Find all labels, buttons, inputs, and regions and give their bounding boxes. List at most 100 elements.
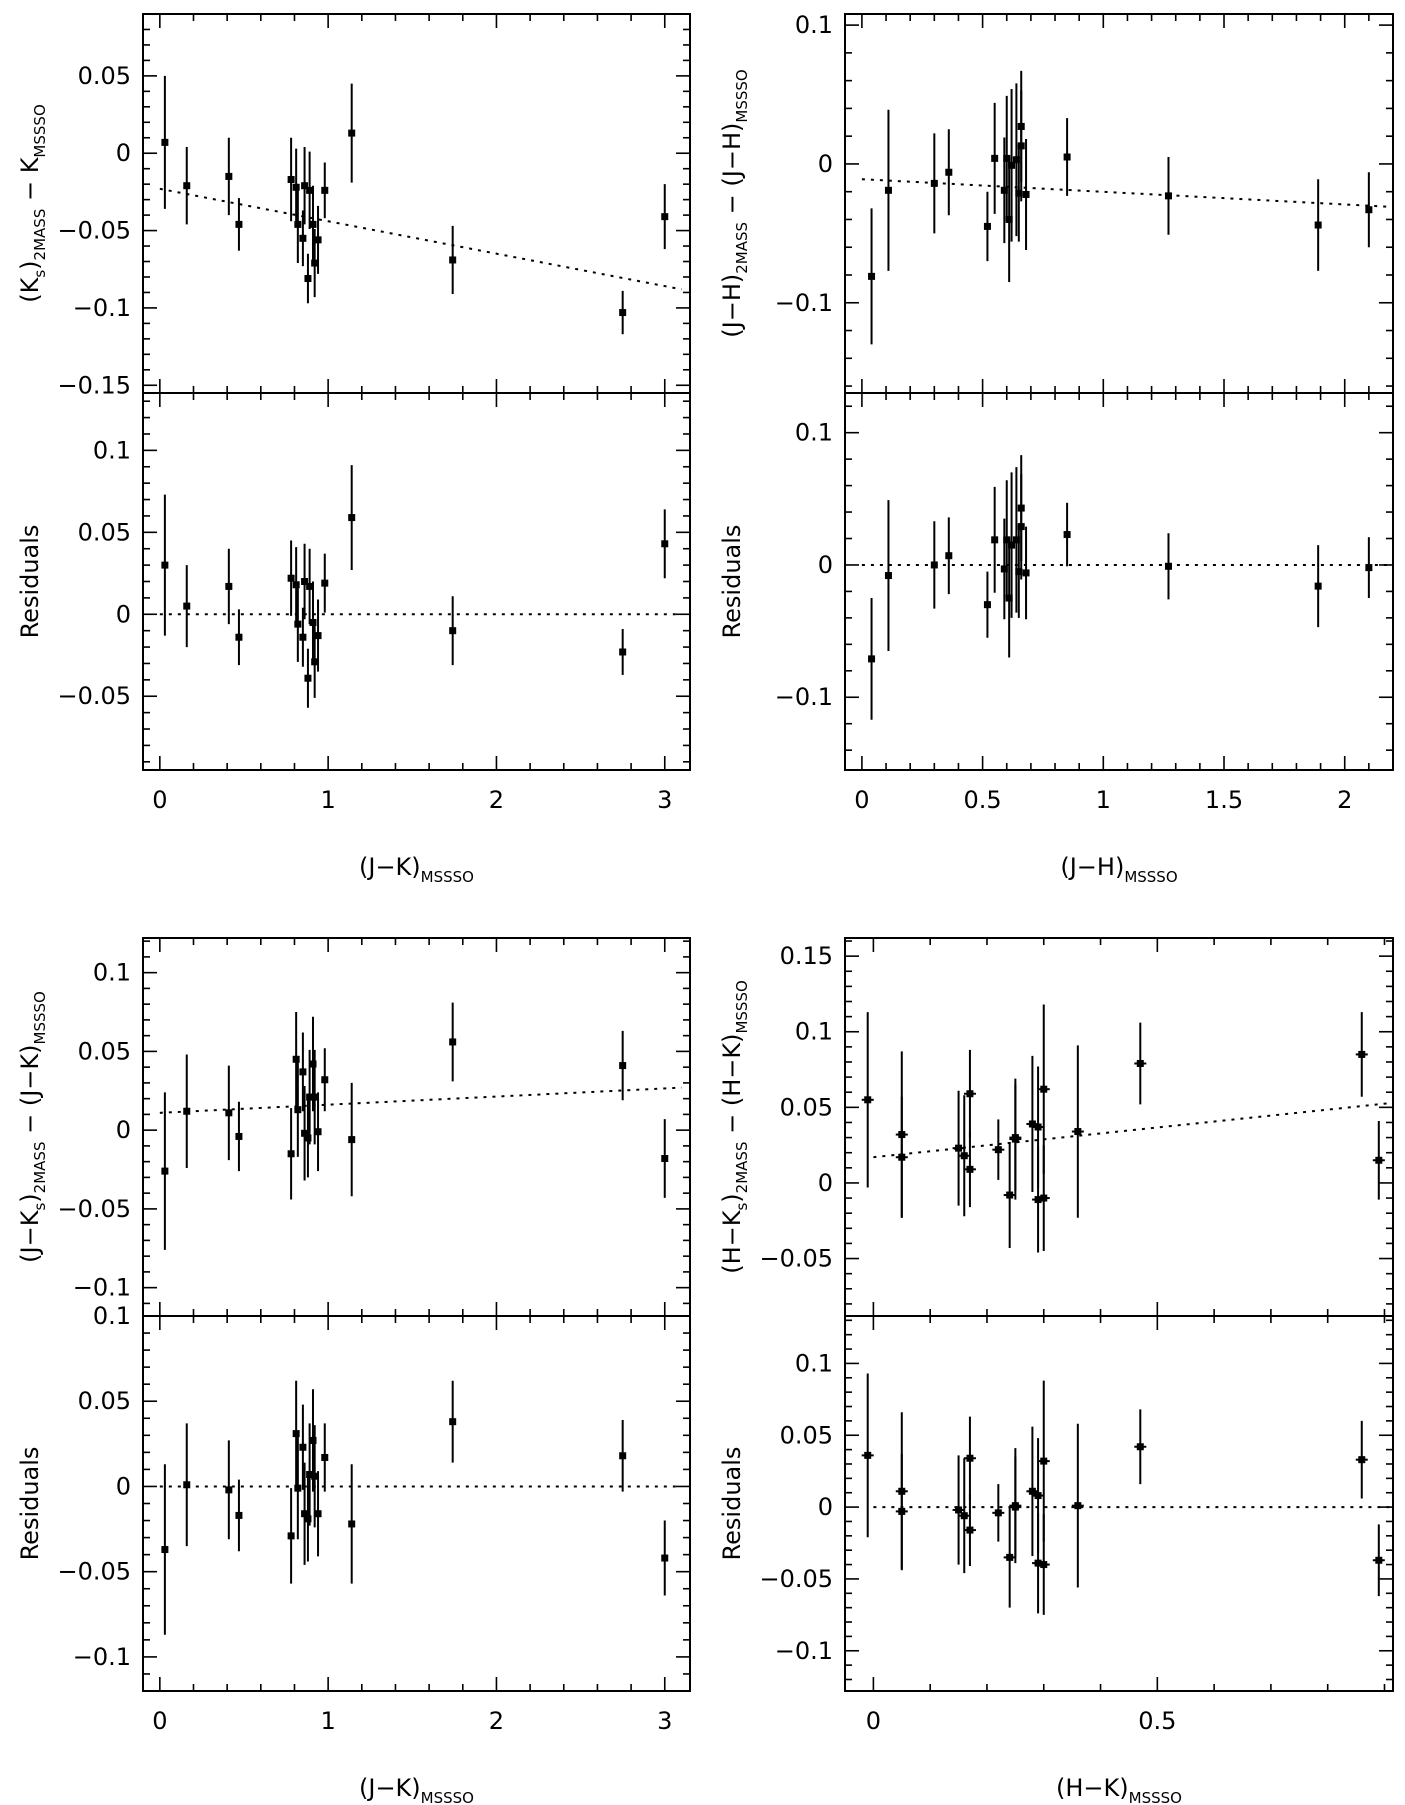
y-tick-label: 0.1 [795, 1018, 833, 1046]
panel-bl-bot: −0.1 −0.05 0 0.05 0.1 0 1 2 3 Residuals (J−K)MSSSO [16, 1302, 691, 1805]
x-tick-label: 0.5 [1138, 1707, 1176, 1735]
data-point [1034, 1492, 1042, 1500]
data-point [1074, 1128, 1082, 1136]
data-point [299, 1443, 307, 1451]
data-point [1034, 1196, 1042, 1204]
data-point [348, 129, 356, 137]
data-point [1164, 562, 1172, 570]
data-point [884, 572, 892, 580]
x-tick-label: 0 [152, 786, 167, 814]
data-point [884, 186, 892, 194]
y-axis-label: (J−Ks)2MASS − (J−K)MSSSO [16, 991, 49, 1263]
data-point [1040, 1457, 1048, 1465]
data-point [1358, 1050, 1366, 1058]
data-point [287, 1150, 295, 1158]
data-point [1015, 189, 1023, 197]
data-point [1022, 190, 1030, 198]
data-point [1000, 186, 1008, 194]
x-tick-label: 1.5 [1205, 786, 1243, 814]
data-point [306, 582, 314, 590]
data-point [960, 1512, 968, 1520]
data-point [955, 1144, 963, 1152]
data-point [301, 1129, 309, 1137]
data-point [994, 1509, 1002, 1517]
y-tick-label: 0 [818, 1493, 833, 1521]
data-point [183, 602, 191, 610]
x-tick-label: 0 [152, 1707, 167, 1735]
data-point [1011, 1134, 1019, 1142]
data-point [983, 222, 991, 230]
data-point [960, 1152, 968, 1160]
data-point [183, 1481, 191, 1489]
panel-tl-top: −0.15 −0.1 −0.05 0 0.05 (Ks)2MASS − KMSSSO [16, 13, 691, 399]
data-point [619, 648, 627, 656]
data-point [311, 658, 319, 666]
data-point [1003, 536, 1011, 544]
data-point [235, 633, 243, 641]
data-point [868, 655, 876, 663]
data-point [449, 1038, 457, 1046]
data-point [1022, 569, 1030, 577]
y-tick-label: −0.05 [57, 1195, 131, 1223]
y-tick-label: −0.1 [775, 289, 833, 317]
data-point [161, 1167, 169, 1175]
data-point [1006, 1553, 1014, 1561]
x-axis-label: (J−K)MSSSO [359, 853, 474, 886]
data-point [294, 220, 302, 228]
plot-frame [142, 1315, 691, 1692]
data-point [898, 1507, 906, 1515]
data-point [1017, 142, 1025, 150]
data-point [1314, 582, 1322, 590]
data-point [304, 1515, 312, 1523]
y-tick-label: 0.1 [795, 419, 833, 447]
data-point [1063, 531, 1071, 539]
data-point [1358, 1456, 1366, 1464]
y-tick-label: 0.05 [780, 1093, 833, 1121]
y-tick-label: 0.05 [78, 62, 131, 90]
y-tick-label: 0 [116, 139, 131, 167]
data-point [292, 1430, 300, 1438]
data-point [314, 1510, 322, 1518]
data-point [1005, 594, 1013, 602]
data-point [299, 234, 307, 242]
y-tick-label: 0.05 [780, 1421, 833, 1449]
y-tick-label: −0.1 [73, 294, 131, 322]
data-point [311, 1472, 319, 1480]
data-point [1034, 1123, 1042, 1131]
data-point [1003, 154, 1011, 162]
x-tick-label: 0 [866, 1707, 881, 1735]
data-point [864, 1451, 872, 1459]
data-point [309, 1060, 317, 1068]
data-point [619, 309, 627, 317]
y-tick-label: 0.1 [93, 1302, 131, 1330]
data-point [225, 1486, 233, 1494]
data-point [292, 581, 300, 589]
data-point [306, 1471, 314, 1479]
data-point [619, 1452, 627, 1460]
data-point [1012, 536, 1020, 544]
data-point [1011, 1503, 1019, 1511]
data-point [292, 183, 300, 191]
data-point [945, 168, 953, 176]
y-tick-label: −0.05 [57, 217, 131, 245]
data-point [1136, 1059, 1144, 1067]
y-tick-label: 0.1 [795, 11, 833, 39]
y-axis-label: (H−Ks)2MASS − (H−K)MSSSO [718, 980, 751, 1274]
data-point [1040, 1085, 1048, 1093]
y-tick-label: −0.15 [57, 371, 131, 399]
y-tick-label: −0.1 [73, 1274, 131, 1302]
panel-tr-bot: −0.1 0 0.1 0 0.5 1 1.5 2 Residuals (J−H)MSSSO [718, 392, 1394, 886]
data-point [1028, 1487, 1036, 1495]
data-point [898, 1153, 906, 1161]
data-point [1040, 1561, 1048, 1569]
plot-frame [844, 392, 1394, 771]
data-point [966, 1165, 974, 1173]
data-point [311, 259, 319, 267]
data-point [1074, 1502, 1082, 1510]
fit-line [159, 187, 682, 291]
panel-tl-bot: −0.05 0 0.05 0.1 0 1 2 3 Residuals (J−K)MSSSO [16, 392, 691, 886]
data-point [991, 154, 999, 162]
data-point [449, 1418, 457, 1426]
y-tick-label: 0 [116, 1472, 131, 1500]
